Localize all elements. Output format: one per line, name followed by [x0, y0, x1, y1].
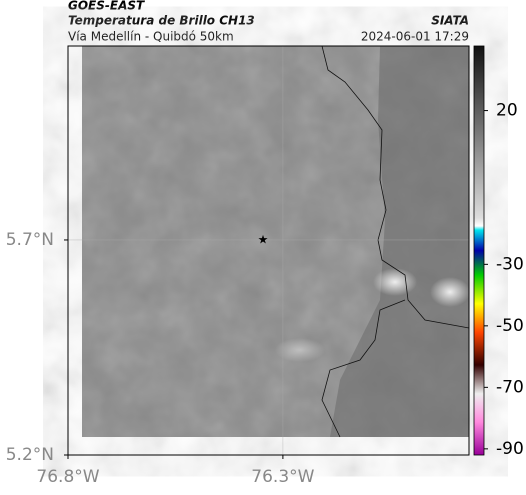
map-frame [67, 45, 470, 456]
source: SIATA [431, 14, 469, 28]
colorbar-tick-label: 20 [496, 101, 518, 121]
y-tick-label: 5.7°N [6, 230, 54, 250]
location-marker: ★ [258, 233, 269, 247]
x-tick-label: 76.3°W [251, 467, 314, 487]
timestamp: 2024-06-01 17:29 [361, 30, 469, 44]
satellite-image [82, 45, 470, 438]
colorbar-tick-label: -30 [496, 254, 524, 274]
subtitle: Temperatura de Brillo CH13 [68, 14, 255, 28]
colorbar [473, 45, 485, 456]
y-tick-label: 5.2°N [6, 445, 54, 465]
x-tick-label: 76.8°W [36, 467, 99, 487]
title: GOES-EAST [68, 0, 145, 13]
route: Vía Medellín - Quibdó 50km [68, 30, 234, 44]
colorbar-tick-label: -90 [496, 439, 524, 459]
colorbar-tick-label: -70 [496, 377, 524, 397]
colorbar-tick-label: -50 [496, 316, 524, 336]
